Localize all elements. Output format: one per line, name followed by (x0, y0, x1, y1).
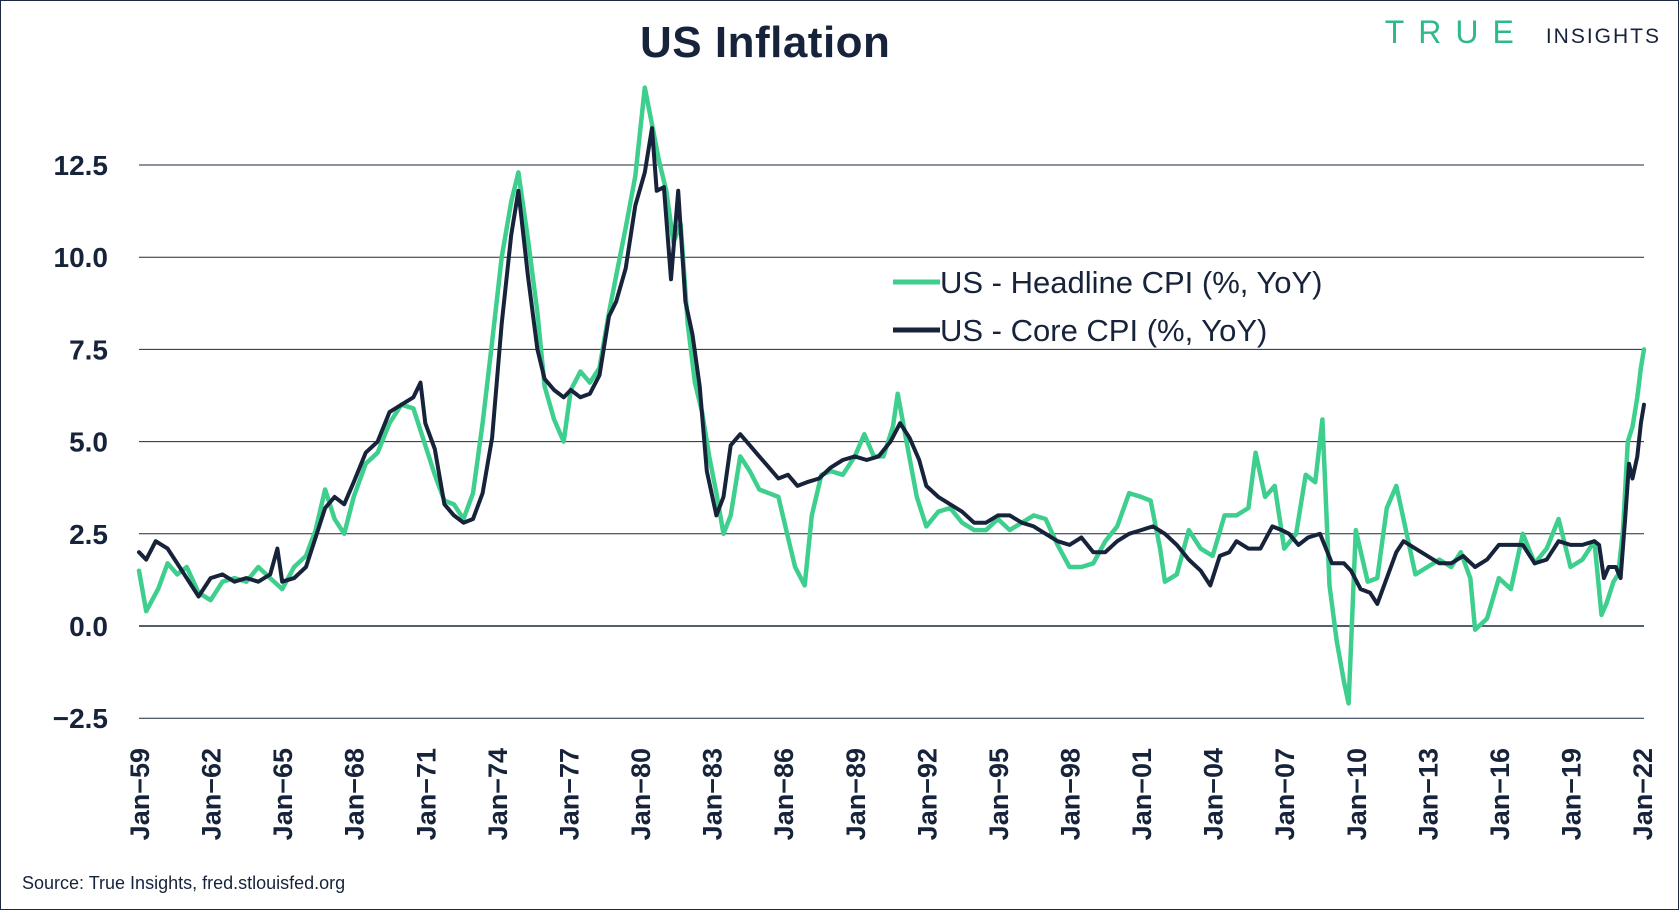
x-tick-label: Jan−04 (1199, 748, 1229, 840)
x-tick-label: Jan−19 (1557, 748, 1587, 840)
source-note: Source: True Insights, fred.stlouisfed.o… (22, 873, 346, 893)
x-tick-label: Jan−71 (411, 748, 441, 840)
brand-logo-sub: INSIGHTS (1545, 25, 1661, 48)
y-tick-label: −2.5 (53, 703, 108, 734)
x-tick-label: Jan−59 (125, 748, 155, 840)
x-tick-label: Jan−77 (554, 748, 584, 840)
x-tick-label: Jan−86 (769, 748, 799, 840)
x-tick-label: Jan−16 (1485, 748, 1515, 840)
x-axis: Jan−59 Jan−62 Jan−65 Jan−68 Jan−71 Jan−74 Jan−… (125, 748, 1658, 840)
x-tick-label: Jan−74 (483, 748, 513, 840)
x-tick-label: Jan−13 (1413, 748, 1443, 840)
chart-title: US Inflation (640, 18, 891, 67)
legend-label: US - Core CPI (%, YoY) (940, 313, 1267, 348)
x-tick-label: Jan−62 (197, 748, 227, 840)
core-cpi-line (137, 126, 1646, 606)
legend-label: US - Headline CPI (%, YoY) (940, 265, 1323, 300)
y-tick-label: 12.5 (54, 150, 109, 181)
brand-logo-main: TRUE (1384, 14, 1528, 50)
x-tick-label: Jan−89 (841, 748, 871, 840)
brand-logo: TRUE INSIGHTS (1385, 14, 1661, 51)
x-tick-label: Jan−22 (1628, 748, 1658, 840)
x-tick-label: Jan−07 (1270, 748, 1300, 840)
x-tick-label: Jan−95 (984, 748, 1014, 840)
y-tick-label: 0.0 (69, 611, 108, 642)
y-tick-label: 5.0 (69, 427, 108, 458)
x-tick-label: Jan−10 (1342, 748, 1372, 840)
x-tick-label: Jan−68 (340, 748, 370, 840)
x-tick-label: Jan−83 (698, 748, 728, 840)
x-tick-label: Jan−01 (1127, 748, 1157, 840)
y-axis: −2.5 0.0 2.5 5.0 7.5 10.0 12.5 (53, 150, 108, 734)
x-tick-label: Jan−80 (626, 748, 656, 840)
y-tick-label: 2.5 (69, 519, 108, 550)
legend: US - Headline CPI (%, YoY) US - Core CPI … (893, 265, 1323, 348)
headline-cpi-line (136, 85, 1647, 706)
x-tick-label: Jan−92 (912, 748, 942, 840)
series-layer (136, 85, 1647, 706)
y-tick-label: 7.5 (69, 334, 108, 365)
x-tick-label: Jan−98 (1055, 748, 1085, 840)
y-tick-label: 10.0 (54, 242, 109, 273)
x-tick-label: Jan−65 (268, 748, 298, 840)
